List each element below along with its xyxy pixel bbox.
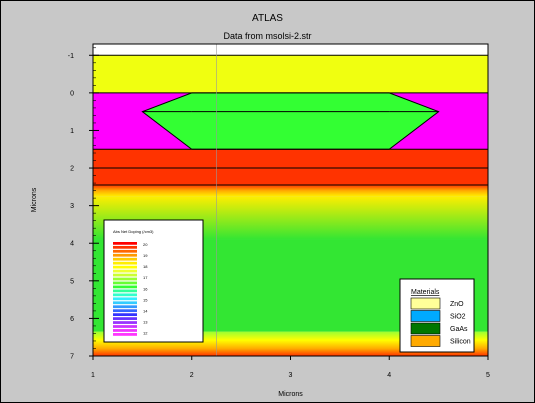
zno-lens-region [141, 92, 440, 150]
heavy-doping-layer-1 [93, 149, 488, 169]
doping-color-swatch [113, 289, 137, 293]
doping-color-swatch [113, 281, 137, 285]
x-tick-label: 2 [190, 372, 194, 379]
doping-color-swatch [113, 261, 137, 265]
doping-color-swatch [113, 245, 137, 249]
material-swatch [410, 335, 441, 347]
y-tick-label: 0 [70, 90, 74, 97]
silicon-top-gradient [93, 184, 488, 197]
doping-color-swatch [113, 285, 137, 289]
doping-color-swatch [113, 293, 137, 297]
material-label: SiO2 [450, 314, 466, 321]
doping-legend-label: 13 [143, 320, 148, 325]
doping-legend-label: 19 [143, 253, 148, 258]
material-swatch [410, 322, 441, 335]
y-tick-label: 1 [70, 128, 74, 135]
material-label: Silicon [450, 339, 471, 346]
white-top-band [93, 44, 488, 56]
doping-color-swatch [113, 309, 137, 313]
y-tick-label: 4 [70, 241, 74, 248]
doping-color-swatch [113, 321, 137, 324]
y-tick-label: 2 [70, 166, 74, 173]
material-swatch [410, 297, 441, 310]
doping-legend: Abs Net Doping (/cm3) 20 19 18 17 16 15 14 13 12 [103, 219, 204, 343]
doping-color-swatch [113, 265, 137, 269]
doping-color-swatch [113, 269, 137, 273]
x-tick-label: 4 [387, 372, 391, 379]
doping-color-swatch [113, 305, 137, 309]
y-tick-label: 3 [70, 203, 74, 210]
doping-legend-label: 16 [143, 286, 148, 291]
zno-layer [93, 55, 488, 93]
plot-title: ATLAS [252, 13, 283, 24]
doping-color-swatch [113, 257, 137, 261]
x-tick-label: 1 [91, 372, 95, 379]
heavy-doping-layer-2 [93, 168, 488, 185]
x-axis-label: Microns [278, 391, 303, 398]
x-tick-label: 3 [289, 372, 293, 379]
y-tick-label: 6 [70, 316, 74, 323]
doping-color-swatch [113, 277, 137, 281]
materials-legend-title: Materials [411, 289, 440, 296]
doping-color-swatch [113, 273, 137, 277]
materials-legend: Materials ZnO SiO2 GaAs Silicon [399, 278, 475, 353]
y-tick-label: 7 [70, 354, 74, 361]
doping-legend-label: 12 [143, 331, 148, 336]
doping-legend-label: 18 [143, 264, 148, 269]
doping-color-swatch [113, 325, 137, 328]
doping-legend-label: 20 [143, 242, 148, 247]
doping-color-swatch [113, 317, 137, 320]
doping-color-swatch [113, 297, 137, 301]
doping-legend-title: Abs Net Doping (/cm3) [113, 229, 154, 234]
doping-legend-label: 17 [143, 275, 148, 280]
material-label: GaAs [450, 326, 468, 333]
doping-color-swatch [113, 249, 137, 253]
doping-color-swatch [113, 253, 137, 257]
doping-color-swatch [113, 313, 137, 317]
y-axis-label: Microns [31, 187, 38, 212]
y-tick-label: -1 [68, 53, 74, 60]
doping-legend-label: 15 [143, 297, 148, 302]
material-swatch [410, 310, 441, 322]
doping-legend-label: 14 [143, 308, 148, 313]
y-tick-label: 5 [70, 278, 74, 285]
x-tick-label: 5 [486, 372, 490, 379]
doping-color-swatch [113, 333, 137, 336]
material-label: ZnO [450, 301, 464, 308]
doping-color-swatch [113, 301, 137, 305]
doping-color-swatch [113, 329, 137, 332]
plot-subtitle: Data from msolsi-2.str [223, 31, 312, 41]
doping-color-swatch [113, 242, 137, 245]
